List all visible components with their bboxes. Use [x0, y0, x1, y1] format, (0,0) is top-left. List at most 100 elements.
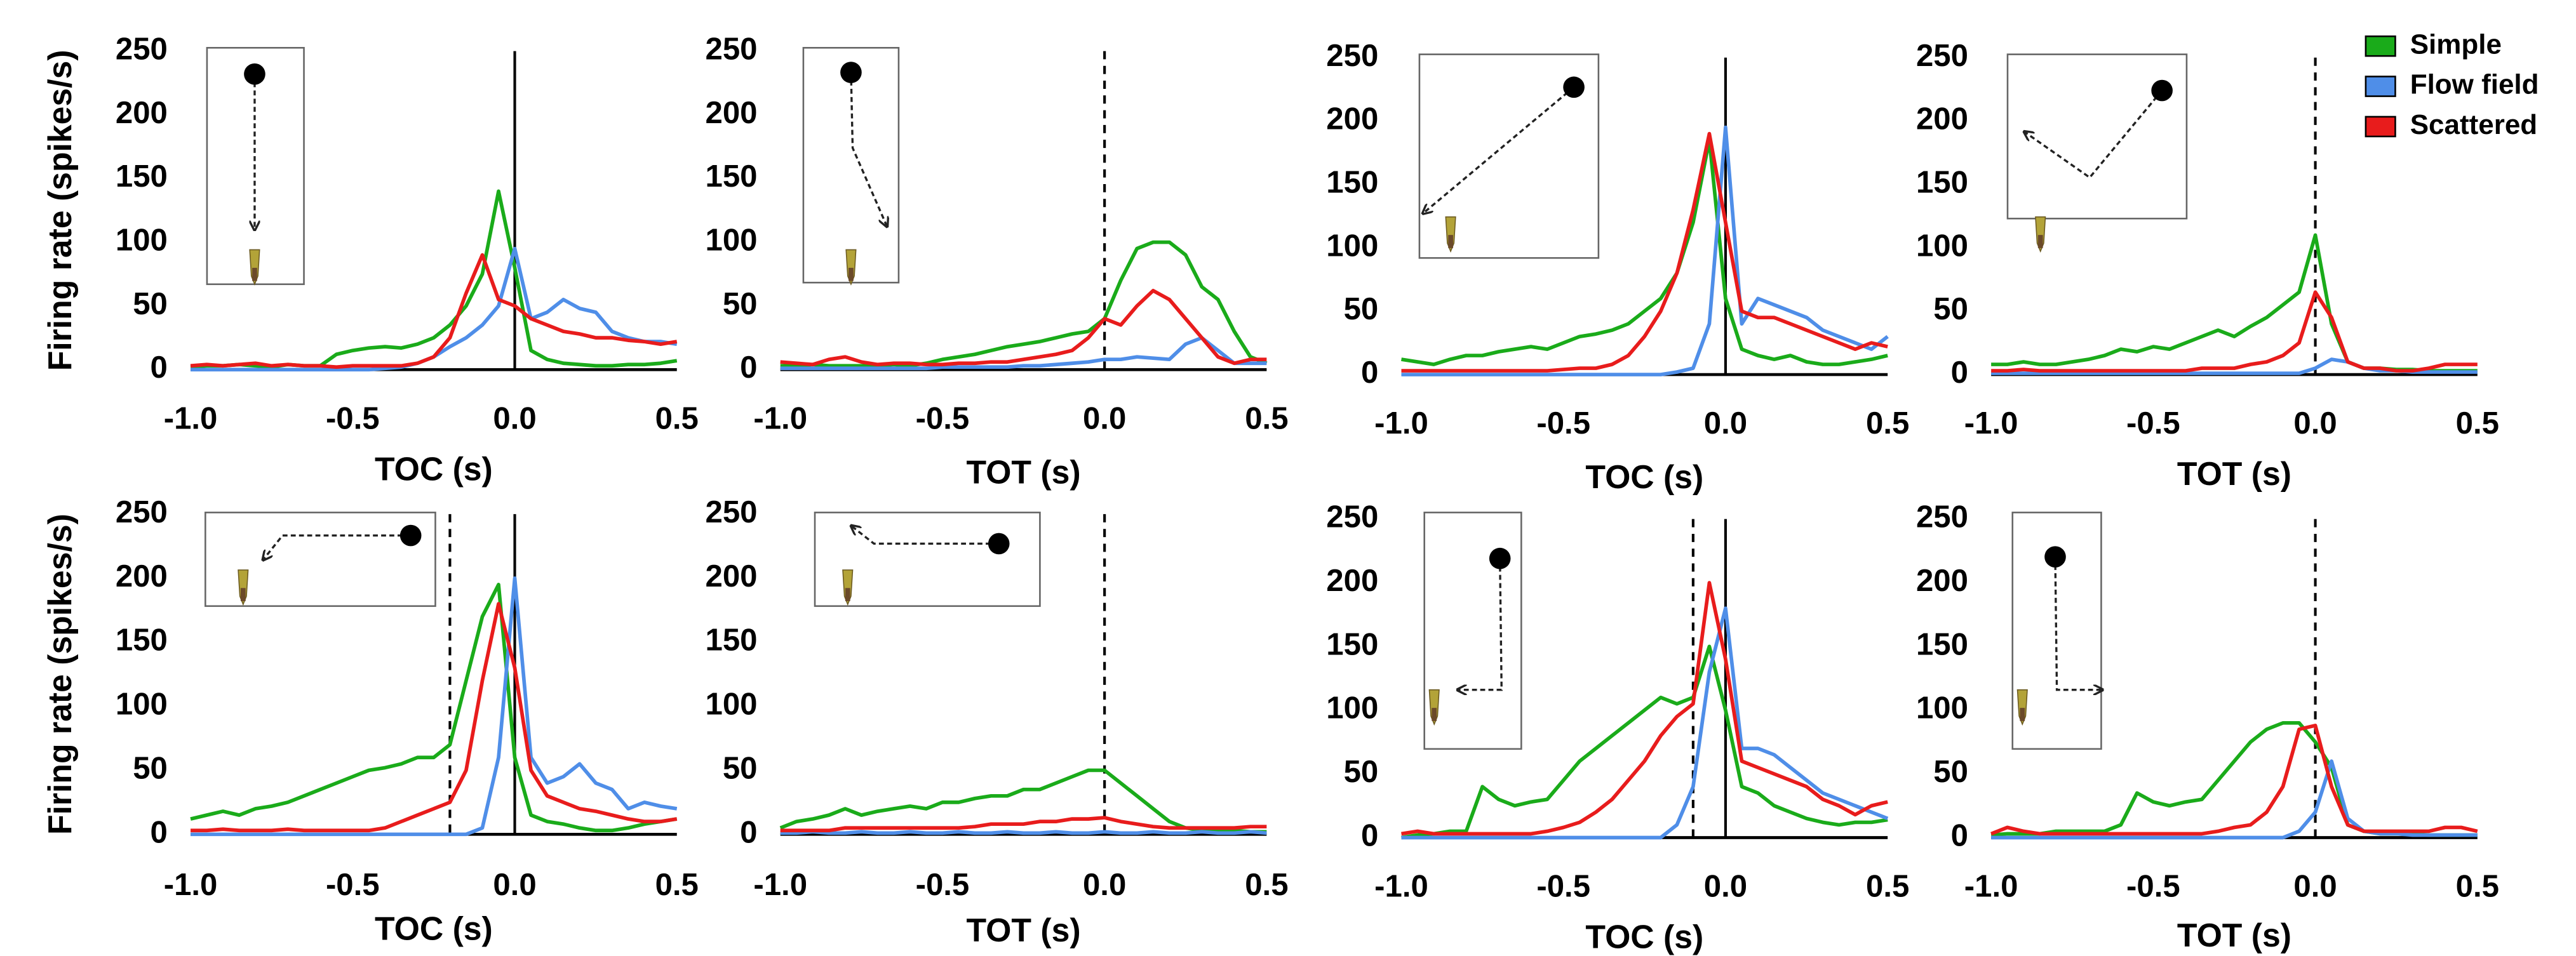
stimulus-dot — [1563, 76, 1585, 98]
legend-swatch — [2365, 76, 2396, 97]
y-tick-label: 250 — [706, 495, 758, 529]
series-line — [1401, 644, 1888, 840]
y-tick-label: 0 — [740, 350, 757, 385]
y-tick-label: 150 — [116, 159, 168, 194]
series-line — [1991, 233, 2478, 373]
y-tick-label: 50 — [1344, 755, 1379, 789]
legend-swatch — [2365, 116, 2396, 138]
y-tick-label: 150 — [1916, 627, 1968, 661]
electrode-tip — [845, 588, 850, 602]
x-axis-title: TOC (s) — [1585, 458, 1703, 495]
x-tick-label: 0.5 — [655, 401, 699, 435]
x-tick-label: -1.0 — [753, 868, 807, 902]
y-tick-label: 200 — [1326, 102, 1378, 136]
y-tick-label: 100 — [1916, 691, 1968, 726]
series-line — [780, 288, 1267, 367]
electrode-tip — [240, 588, 246, 602]
electrode-tip — [849, 267, 854, 281]
y-tick-label: 100 — [706, 223, 758, 258]
x-axis-title: TOT (s) — [2177, 455, 2291, 492]
stimulus-dot — [2151, 79, 2173, 102]
electrode-tip — [1432, 708, 1437, 721]
trajectory — [850, 72, 887, 227]
y-tick-label: 50 — [723, 287, 758, 321]
y-tick-label: 0 — [1951, 818, 1968, 853]
y-tick-label: 200 — [116, 96, 168, 130]
electrode-tip — [252, 267, 257, 281]
panel: 0 50 100 150 200 250 -1.0 -0.5 0.0 0.5 TOC (s) — [1326, 39, 1909, 495]
x-tick-label: 0.0 — [1704, 406, 1747, 441]
x-tick-label: 0.5 — [1866, 870, 1909, 904]
y-tick-label: 50 — [1933, 292, 1968, 326]
trajectory — [263, 534, 411, 561]
x-tick-label: -1.0 — [1964, 870, 2018, 904]
series-line — [1991, 759, 2478, 840]
y-tick-label: 100 — [116, 223, 168, 258]
x-tick-label: 0.5 — [1866, 406, 1909, 441]
y-tick-label: 100 — [1326, 229, 1378, 263]
panel: 0 50 100 150 200 250 -1.0 -0.5 0.0 0.5 TOC (s) Firi… — [41, 32, 699, 487]
x-tick-label: 0.0 — [2293, 870, 2337, 904]
stimulus-dot — [2044, 546, 2066, 568]
inset-box — [802, 46, 900, 284]
electrode-tip — [1448, 235, 1453, 248]
y-tick-label: 100 — [1916, 229, 1968, 263]
trajectory — [2024, 90, 2163, 179]
x-tick-label: 0.5 — [655, 868, 699, 902]
legend-swatch — [2365, 35, 2396, 57]
x-tick-label: -0.5 — [326, 401, 380, 435]
panel: 0 50 100 150 200 250 -1.0 -0.5 0.0 0.5 TOT (s) Simp… — [1916, 29, 2539, 492]
y-tick-label: 0 — [1951, 355, 1968, 390]
y-axis-title: Firing rate (spikes/s) — [41, 50, 78, 371]
y-tick-label: 50 — [133, 287, 168, 321]
x-tick-label: -0.5 — [916, 401, 970, 435]
panel: 0 50 100 150 200 250 -1.0 -0.5 0.0 0.5 TOT (s) — [706, 495, 1289, 948]
trajectory — [1457, 558, 1503, 690]
x-tick-label: -1.0 — [1374, 406, 1428, 441]
electrode-tip — [2020, 708, 2025, 721]
legend-label: Flow field — [2410, 69, 2539, 100]
x-tick-label: 0.5 — [1245, 401, 1288, 435]
series-line — [1401, 606, 1889, 840]
y-tick-label: 150 — [116, 623, 168, 658]
electrode-tip — [2037, 235, 2043, 248]
x-axis-title: TOC (s) — [1585, 919, 1703, 955]
legend-label: Simple — [2410, 29, 2502, 60]
y-tick-label: 0 — [1361, 818, 1378, 853]
y-tick-label: 250 — [1326, 500, 1378, 534]
x-tick-label: 0.5 — [2456, 406, 2499, 441]
inset-box — [1423, 512, 1522, 750]
y-tick-label: 50 — [1933, 755, 1968, 789]
panel: 0 50 100 150 200 250 -1.0 -0.5 0.0 0.5 TOT (s) — [706, 32, 1289, 490]
stimulus-dot — [840, 62, 862, 83]
panel: 0 50 100 150 200 250 -1.0 -0.5 0.0 0.5 TOC (s) Firi… — [41, 495, 699, 947]
y-tick-label: 150 — [706, 159, 758, 194]
x-tick-label: -0.5 — [2126, 870, 2180, 904]
x-tick-label: 0.0 — [1083, 401, 1126, 435]
series-line — [191, 602, 678, 833]
x-axis-title: TOT (s) — [2177, 917, 2291, 953]
stimulus-dot — [1489, 547, 1511, 569]
y-tick-label: 50 — [1344, 292, 1379, 326]
y-tick-label: 250 — [1916, 39, 1968, 73]
panel: 0 50 100 150 200 250 -1.0 -0.5 0.0 0.5 TOC (s) — [1326, 500, 1909, 955]
y-tick-label: 200 — [1326, 564, 1378, 598]
series-line — [1401, 138, 1888, 366]
x-tick-label: -0.5 — [326, 868, 380, 902]
trajectory — [851, 526, 999, 545]
y-tick-label: 50 — [133, 751, 168, 785]
x-axis-title: TOC (s) — [375, 910, 493, 947]
y-tick-label: 0 — [151, 350, 168, 385]
series-line — [1990, 724, 2478, 836]
stimulus-dot — [244, 63, 265, 85]
y-tick-label: 100 — [116, 687, 168, 722]
y-tick-label: 250 — [116, 495, 168, 529]
y-tick-label: 250 — [706, 32, 758, 66]
y-tick-label: 100 — [1326, 691, 1378, 726]
y-tick-label: 200 — [1916, 564, 1968, 598]
inset-box — [2006, 53, 2188, 220]
stimulus-dot — [988, 533, 1010, 555]
y-tick-label: 100 — [706, 687, 758, 722]
